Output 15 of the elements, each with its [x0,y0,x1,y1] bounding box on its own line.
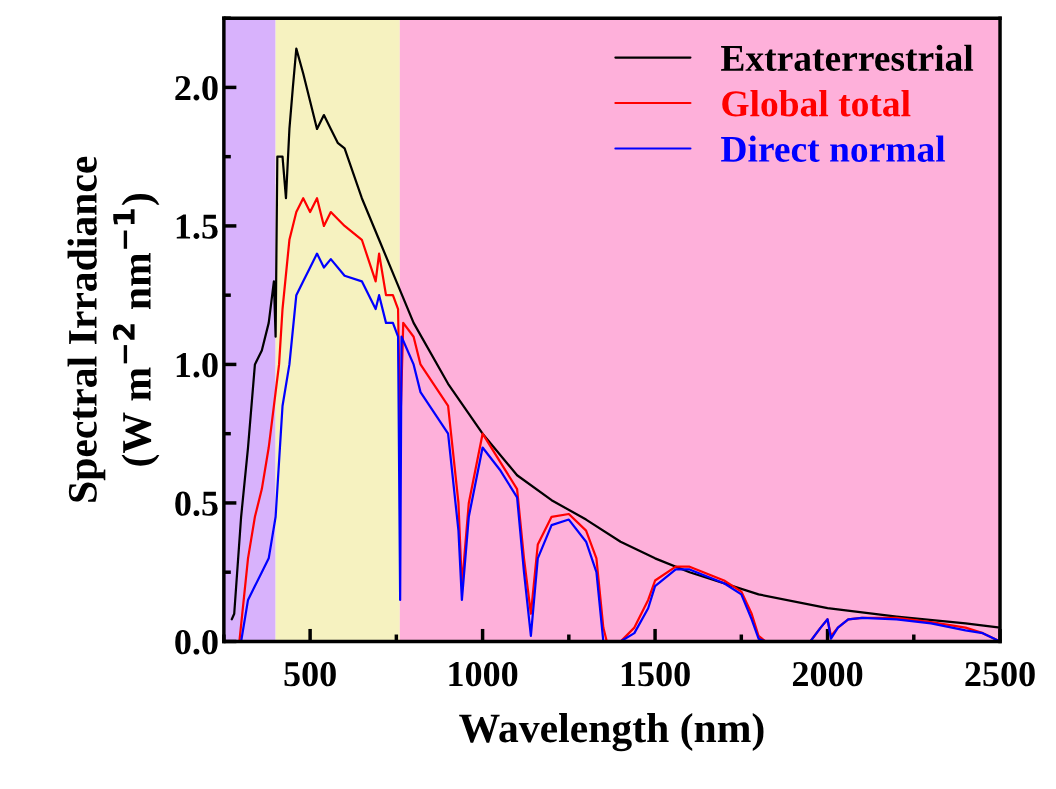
legend-label: Extraterrestrial [721,44,974,72]
y-tick-label: 0.0 [175,629,218,655]
x-tick-label: 1000 [449,661,518,687]
y-tick-label: 2.0 [175,75,218,101]
legend-label: Direct normal [721,135,946,162]
y-tick-label: 0.5 [175,491,218,516]
x-tick-label: 500 [284,661,336,687]
legend-label: Global total [722,90,911,117]
x-tick-label: 2000 [792,661,863,687]
y-tick-label: 1.0 [176,352,218,378]
x-tick-label: 2500 [965,661,1035,687]
x-axis-title: Wavelength (nm) [459,713,764,752]
x-tick-label: 1500 [621,661,690,687]
y-axis-title: Spectral Irradiance (W m$^{−2}$ nm$^{−1}$) [67,156,160,502]
y-tick-label: 1.5 [176,214,218,239]
